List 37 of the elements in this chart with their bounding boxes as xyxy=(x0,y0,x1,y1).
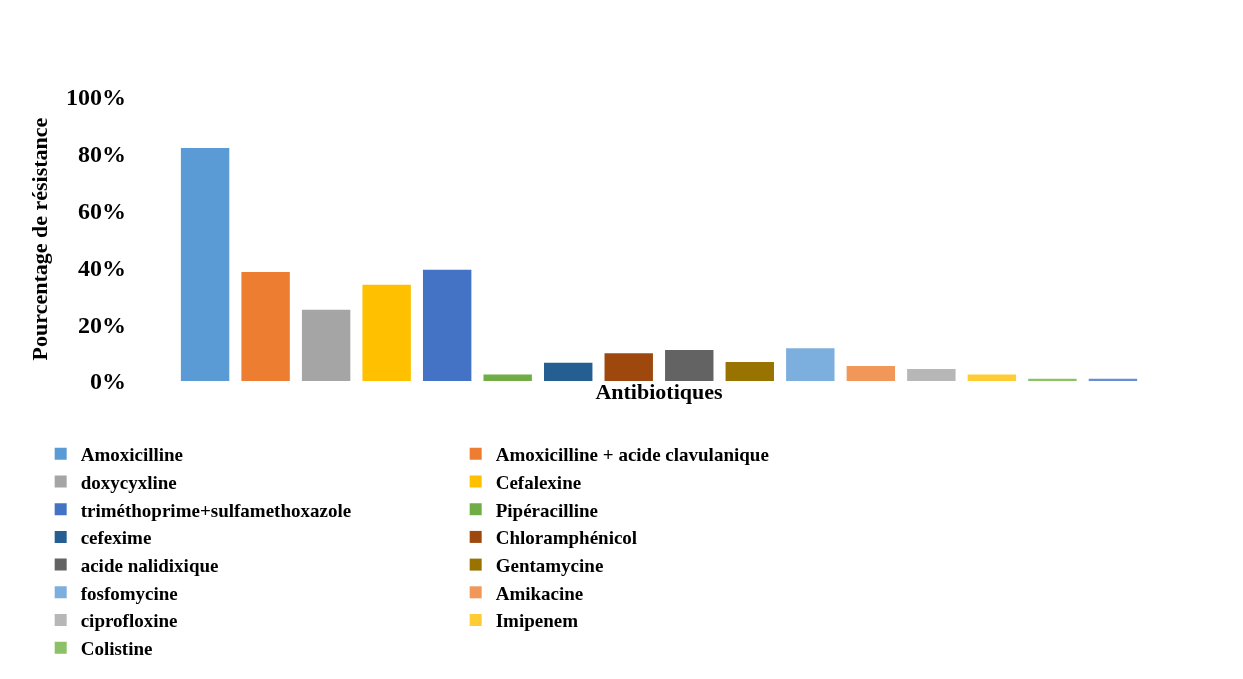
y-tick-label: 20% xyxy=(78,311,126,338)
bar xyxy=(846,365,896,381)
legend-label: triméthoprime+sulfamethoxazole xyxy=(80,499,352,521)
legend-label: Amikacine xyxy=(495,582,584,604)
bar xyxy=(907,369,956,381)
y-tick-label: 0% xyxy=(90,368,126,395)
bar xyxy=(483,374,532,381)
bar xyxy=(241,271,290,381)
legend-label: Chloramphénicol xyxy=(495,527,638,549)
legend-label: Pipéracilline xyxy=(495,499,599,521)
bar xyxy=(604,353,653,381)
bar xyxy=(967,374,1017,381)
y-tick-label: 80% xyxy=(78,141,126,168)
legend-label: Amoxicilline xyxy=(80,444,184,466)
bar xyxy=(422,269,472,381)
legend-label: Amoxicilline + acide clavulanique xyxy=(495,444,769,466)
x-axis-title: Antibiotiques xyxy=(595,378,723,404)
y-tick-label: 100% xyxy=(66,84,126,111)
legend-label: Cefalexine xyxy=(495,471,582,493)
legend-label: doxycyxline xyxy=(80,471,177,493)
y-tick-label: 60% xyxy=(78,198,126,224)
legend-label: Gentamycine xyxy=(495,555,604,577)
bar xyxy=(665,350,714,381)
legend-label: Colistine xyxy=(80,638,153,660)
legend-label: ciprofloxine xyxy=(80,610,178,632)
bar xyxy=(362,284,411,381)
y-tick-label: 40% xyxy=(78,254,126,281)
legend-label: acide nalidixique xyxy=(80,555,219,577)
bar xyxy=(301,309,351,381)
bar xyxy=(180,148,230,381)
legend-label: Imipenem xyxy=(495,610,579,632)
legend-label: cefexime xyxy=(80,527,152,549)
bar xyxy=(786,348,835,381)
legend-label: fosfomycine xyxy=(80,582,178,604)
bar xyxy=(725,361,774,381)
bar xyxy=(544,362,593,381)
y-axis-title: Pourcentage de résistance xyxy=(26,117,52,361)
